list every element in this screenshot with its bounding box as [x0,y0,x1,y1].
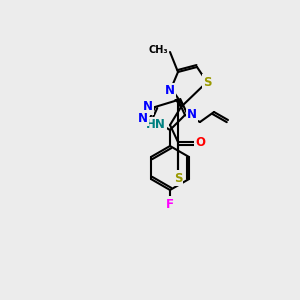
Text: CH₃: CH₃ [148,45,168,55]
Text: O: O [195,136,205,148]
Text: S: S [203,76,211,88]
Text: HN: HN [146,118,166,131]
Text: N: N [187,109,197,122]
Text: N: N [138,112,148,124]
Text: F: F [166,197,174,211]
Text: N: N [143,100,153,113]
Text: S: S [174,172,182,184]
Text: N: N [165,85,175,98]
